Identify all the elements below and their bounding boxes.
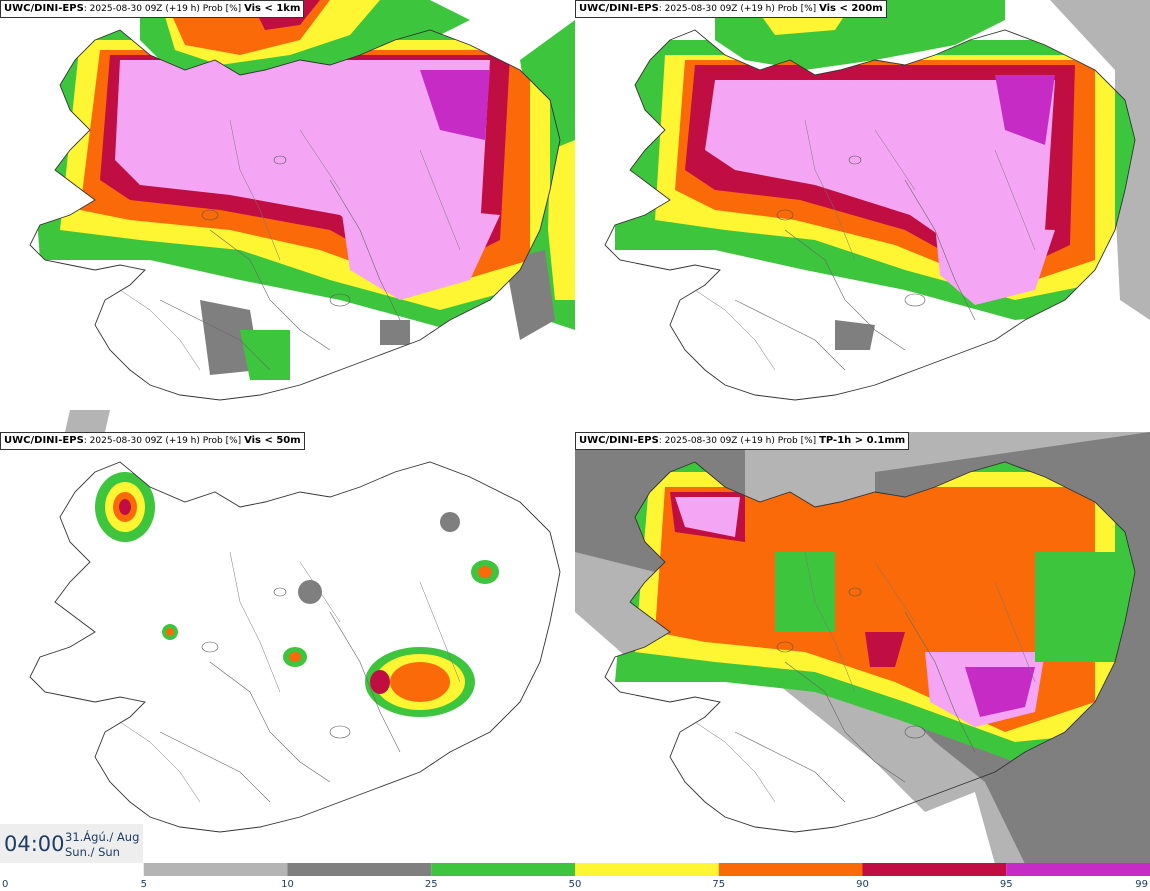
variable-name: Vis < 200m xyxy=(819,3,883,14)
colorbar-tick-label: 90 xyxy=(856,879,869,890)
colorbar-tick-label: 5 xyxy=(141,879,147,890)
colorbar-tick-label: 75 xyxy=(712,879,725,890)
map-panel-vis-1km: UWC/DINI-EPS: 2025-08-30 09Z (+19 h) Pro… xyxy=(0,0,575,432)
colorbar-swatch xyxy=(287,863,432,876)
variable-name: Vis < 50m xyxy=(244,435,301,446)
colorbar-tick-label: 99 xyxy=(1135,879,1148,890)
colorbar-tick-label: 95 xyxy=(1000,879,1013,890)
colorbar-swatch xyxy=(575,863,719,876)
panel-label: UWC/DINI-EPS: 2025-08-30 09Z (+19 h) Pro… xyxy=(575,432,910,450)
colorbar-swatch xyxy=(718,863,863,876)
panel-label: UWC/DINI-EPS: 2025-08-30 09Z (+19 h) Pro… xyxy=(575,0,887,18)
run-info: 2025-08-30 09Z (+19 h) Prob [%] xyxy=(89,4,242,14)
colorbar-tick-label: 0 xyxy=(2,879,8,890)
map-panel-vis-50m: UWC/DINI-EPS: 2025-08-30 09Z (+19 h) Pro… xyxy=(0,432,575,864)
map-panel-vis-200m: UWC/DINI-EPS: 2025-08-30 09Z (+19 h) Pro… xyxy=(575,0,1150,432)
colorbar-tick-label: 25 xyxy=(425,879,438,890)
colorbar-tick-label: 50 xyxy=(569,879,582,890)
probability-map xyxy=(604,0,1150,401)
variable-name: Vis < 1km xyxy=(244,3,301,14)
valid-date-line2: Sun./ Sun xyxy=(65,845,120,859)
colorbar-swatch xyxy=(0,863,144,876)
colorbar-swatch xyxy=(143,863,288,876)
colorbar-swatch xyxy=(1006,863,1150,876)
panel-label: UWC/DINI-EPS: 2025-08-30 09Z (+19 h) Pro… xyxy=(0,0,305,18)
map-panel-tp-1h: UWC/DINI-EPS: 2025-08-30 09Z (+19 h) Pro… xyxy=(575,432,1150,864)
valid-date-line1: 31.Ágú./ Aug xyxy=(65,830,140,844)
run-info: 2025-08-30 09Z (+19 h) Prob [%] xyxy=(664,436,817,446)
colorbar-swatch xyxy=(431,863,575,876)
model-name: UWC/DINI-EPS xyxy=(4,435,84,446)
valid-time: 04:00 xyxy=(4,832,65,856)
run-info: 2025-08-30 09Z (+19 h) Prob [%] xyxy=(664,4,817,14)
run-info: 2025-08-30 09Z (+19 h) Prob [%] xyxy=(89,436,242,446)
colorbar-tick-label: 10 xyxy=(281,879,294,890)
valid-time-box: 04:00 31.Ágú./ Aug Sun./ Sun xyxy=(0,824,143,864)
model-name: UWC/DINI-EPS xyxy=(579,3,659,14)
probability-map xyxy=(29,461,561,833)
probability-map xyxy=(29,0,575,432)
probability-colorbar: 0 5 10 25 50 75 90 95 99 xyxy=(0,863,1150,890)
variable-name: TP-1h > 0.1mm xyxy=(819,435,906,446)
panel-label: UWC/DINI-EPS: 2025-08-30 09Z (+19 h) Pro… xyxy=(0,432,305,450)
model-name: UWC/DINI-EPS xyxy=(579,435,659,446)
colorbar-swatch xyxy=(862,863,1007,876)
model-name: UWC/DINI-EPS xyxy=(4,3,84,14)
probability-map xyxy=(575,432,1150,864)
valid-date: 31.Ágú./ Aug Sun./ Sun xyxy=(65,830,139,860)
